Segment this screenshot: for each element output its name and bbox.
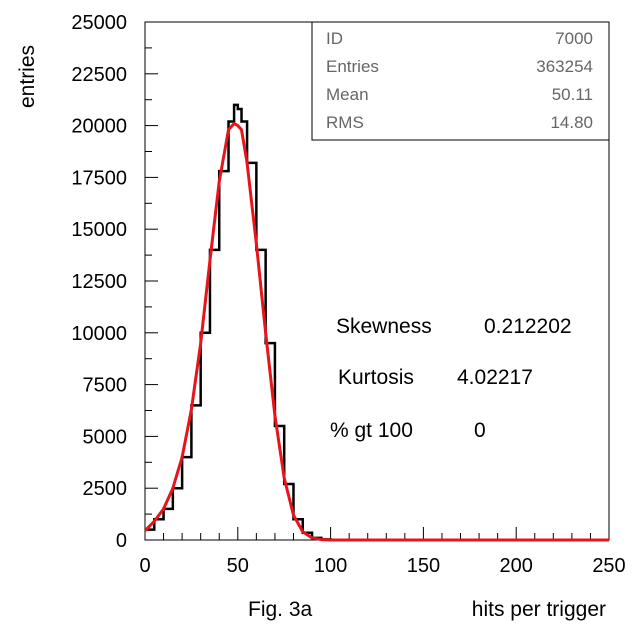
annotation-label: Kurtosis <box>338 366 414 389</box>
x-tick-label: 100 <box>314 555 347 577</box>
x-tick-label: 50 <box>227 555 249 577</box>
annotation-label: Skewness <box>336 315 432 338</box>
x-tick-label: 150 <box>407 555 440 577</box>
stats-value: 50.11 <box>552 85 593 104</box>
stats-value: 14.80 <box>550 113 593 132</box>
y-tick-label: 5000 <box>83 426 128 448</box>
series-group <box>143 103 609 542</box>
x-tick-label: 250 <box>592 555 625 577</box>
stats-label: RMS <box>326 113 364 132</box>
annotation-value: 0 <box>474 419 486 442</box>
y-tick-label: 17500 <box>71 167 127 189</box>
y-tick-label: 20000 <box>71 116 127 138</box>
annotation-value: 0.212202 <box>484 315 572 338</box>
stats-value: 363254 <box>536 57 593 76</box>
annotation-value: 4.02217 <box>457 366 533 389</box>
fit-curve <box>143 122 609 542</box>
annotations: Skewness 0.212202 Kurtosis 4.02217 % gt 100 0 <box>330 315 572 442</box>
stats-label: Entries <box>326 57 379 76</box>
figure-caption: Fig. 3a <box>248 598 313 621</box>
y-tick-label: 2500 <box>83 478 128 500</box>
y-tick-label: 15000 <box>71 219 127 241</box>
x-axis: 0 50 100 150 200 250 <box>139 527 626 577</box>
y-tick-label: 7500 <box>83 375 128 397</box>
y-tick-label: 0 <box>116 530 127 552</box>
y-tick-label: 25000 <box>71 12 127 34</box>
x-tick-label: 200 <box>500 555 533 577</box>
stats-box: ID 7000 Entries 363254 Mean 50.11 RMS 14.80 <box>311 21 610 141</box>
y-axis: 0 2500 5000 7500 10000 12500 15000 17500 20000 22… <box>71 12 158 552</box>
y-tick-label: 22500 <box>71 64 127 86</box>
x-tick-label: 0 <box>139 555 150 577</box>
stats-label: ID <box>326 29 343 48</box>
y-tick-label: 12500 <box>71 271 127 293</box>
stats-label: Mean <box>326 85 369 104</box>
stats-box-frame <box>311 21 610 141</box>
x-axis-title: hits per trigger <box>472 598 606 621</box>
stats-value: 7000 <box>555 29 593 48</box>
y-tick-label: 10000 <box>71 323 127 345</box>
annotation-label: % gt 100 <box>330 419 413 442</box>
y-axis-title: entries <box>16 45 39 108</box>
